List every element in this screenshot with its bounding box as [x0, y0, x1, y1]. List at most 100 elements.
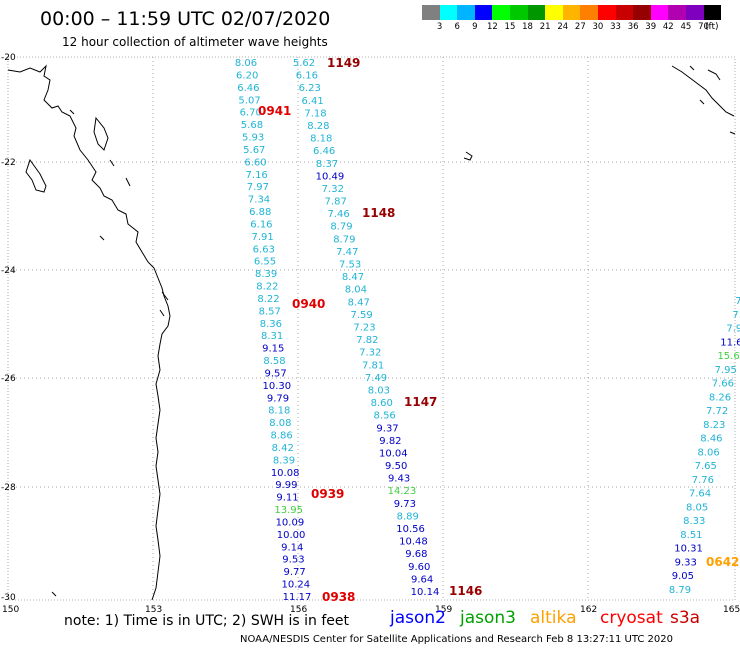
wave-height-value: 9.60 [408, 562, 430, 573]
wave-height-value: 8.39 [273, 455, 295, 466]
legend-jason3: jason3 [460, 608, 516, 628]
wave-height-value: 7.76 [692, 475, 714, 486]
wave-height-value: 9.15 [262, 344, 284, 355]
wave-height-value: 6.70 [240, 108, 262, 119]
wave-height-value: 7.34 [248, 195, 270, 206]
map-frame [7, 56, 736, 601]
wave-height-value: 6.63 [253, 244, 275, 255]
wave-height-value: 8.08 [269, 418, 291, 429]
lat-tick-label: -28 [1, 483, 16, 493]
legend-swatch [562, 5, 581, 20]
wave-height-value: 7.87 [325, 197, 347, 208]
legend-label: 36 [627, 22, 639, 32]
footer-credit: NOAA/NESDIS Center for Satellite Applica… [240, 634, 673, 645]
wave-height-value: 9.05 [672, 571, 694, 582]
wave-height-value: 6.20 [236, 70, 258, 81]
wave-height-value: 9.73 [394, 499, 416, 510]
pass-time-labels: 1149 0941 1148 0940 1147 0939 0938 1146 0642 [258, 56, 739, 604]
legend-swatch [633, 5, 651, 20]
legend-label: 24 [557, 22, 569, 32]
wave-height-value: 11.6 [720, 337, 740, 348]
wave-height-value: 10.30 [263, 381, 292, 392]
wave-height-value: 8.23 [703, 420, 725, 431]
wave-height-value: 8.79 [333, 234, 355, 245]
wave-height-value: 5.07 [238, 95, 260, 106]
legend-swatch [545, 5, 563, 20]
wave-height-value: 8.06 [235, 58, 257, 69]
wave-height-value: 8.18 [268, 406, 290, 417]
wave-height-value: 7.59 [350, 310, 372, 321]
wave-height-value: 6.46 [313, 146, 335, 157]
wave-height-value: 11.17 [283, 592, 312, 603]
wave-height-value: 8.22 [256, 282, 278, 293]
legend-label: 12 [486, 22, 498, 32]
wave-height-value: 9.43 [388, 474, 410, 485]
legend-swatch [597, 5, 616, 20]
legend-label: 30 [592, 22, 604, 32]
legend-swatch [580, 5, 598, 20]
wave-height-value: 10.14 [411, 587, 440, 598]
wave-height-value: 5.62 [293, 58, 315, 69]
wave-height-value: 9.64 [411, 574, 433, 585]
legend-label: 42 [662, 22, 674, 32]
wave-height-value: 7.46 [327, 209, 349, 220]
wave-height-value: 6.88 [249, 207, 271, 218]
wave-height-value: 9.77 [283, 567, 305, 578]
wave-height-value: 8.31 [261, 331, 283, 342]
pass-time-label: 0939 [311, 487, 344, 501]
legend-swatch [457, 5, 475, 20]
wave-height-value: 6.46 [237, 83, 259, 94]
legend-label: 9 [472, 22, 478, 32]
wave-height-value: 7.47 [336, 247, 358, 258]
legend-jason2: jason2 [390, 608, 446, 628]
legend-swatch [509, 5, 528, 20]
legend-s3a: s3a [670, 608, 701, 628]
page-title: 00:00 – 11:59 UTC 02/07/2020 [40, 8, 331, 30]
wave-height-value: 10.48 [399, 537, 428, 548]
wave-height-value: 10.00 [277, 530, 306, 541]
lat-tick-label: -22 [1, 158, 16, 168]
wave-height-value: 8.33 [683, 516, 705, 527]
wave-height-value: 7.97 [247, 182, 269, 193]
wave-height-value: 7.81 [362, 360, 384, 371]
wave-height-value: 8.26 [709, 392, 731, 403]
legend-altika: altika [530, 608, 577, 628]
wave-height-value: 7.53 [339, 260, 361, 271]
lon-tick-label: 156 [290, 605, 307, 615]
pass-time-label: 1147 [404, 395, 437, 409]
wave-height-value: 8.28 [307, 121, 329, 132]
wave-height-values: 8.066.206.465.076.705.685.935.676.607.16… [235, 58, 740, 603]
wave-height-value: 8.03 [368, 385, 390, 396]
lon-tick-label: 150 [2, 605, 19, 615]
wave-height-value: 8.89 [397, 511, 419, 522]
note-text: note: 1) Time is in UTC; 2) SWH is in fe… [64, 613, 350, 629]
wave-height-value: 7.65 [695, 461, 717, 472]
legend-label: 15 [504, 22, 516, 32]
legend-swatch [422, 5, 440, 20]
legend-swatch [703, 5, 722, 20]
wave-height-value: 6.16 [296, 71, 318, 82]
wave-height-value: 9.99 [275, 480, 297, 491]
wave-height-value: 7.64 [689, 489, 711, 500]
wave-height-value: 10.56 [396, 524, 425, 535]
wave-height-value: 6.60 [244, 157, 266, 168]
axis-labels: 150 153 156 159 162 165 -20 -22 -24 -26 -28 -30 [1, 53, 740, 615]
wave-height-value: 9.50 [385, 461, 407, 472]
wave-height-value: 8.18 [310, 134, 332, 145]
color-legend [422, 5, 722, 20]
wave-height-value: 8.60 [371, 398, 393, 409]
wave-height-value: 8.39 [255, 269, 277, 280]
lat-tick-label: -24 [1, 266, 16, 276]
wave-height-value: 7.91 [251, 232, 273, 243]
wave-height-value: 8.37 [316, 159, 338, 170]
wave-height-value: 8.79 [669, 585, 691, 596]
wave-height-value: 8.47 [342, 272, 364, 283]
pass-time-label: 0938 [322, 590, 355, 604]
lon-tick-label: 153 [145, 605, 162, 615]
wave-height-value: 6.55 [254, 257, 276, 268]
wave-height-value: 6.41 [302, 96, 324, 107]
legend-unit: (ft) [705, 22, 719, 32]
wave-height-value: 9.68 [405, 549, 427, 560]
wave-height-value: 8.46 [700, 434, 722, 445]
lat-tick-label: -30 [1, 593, 16, 603]
